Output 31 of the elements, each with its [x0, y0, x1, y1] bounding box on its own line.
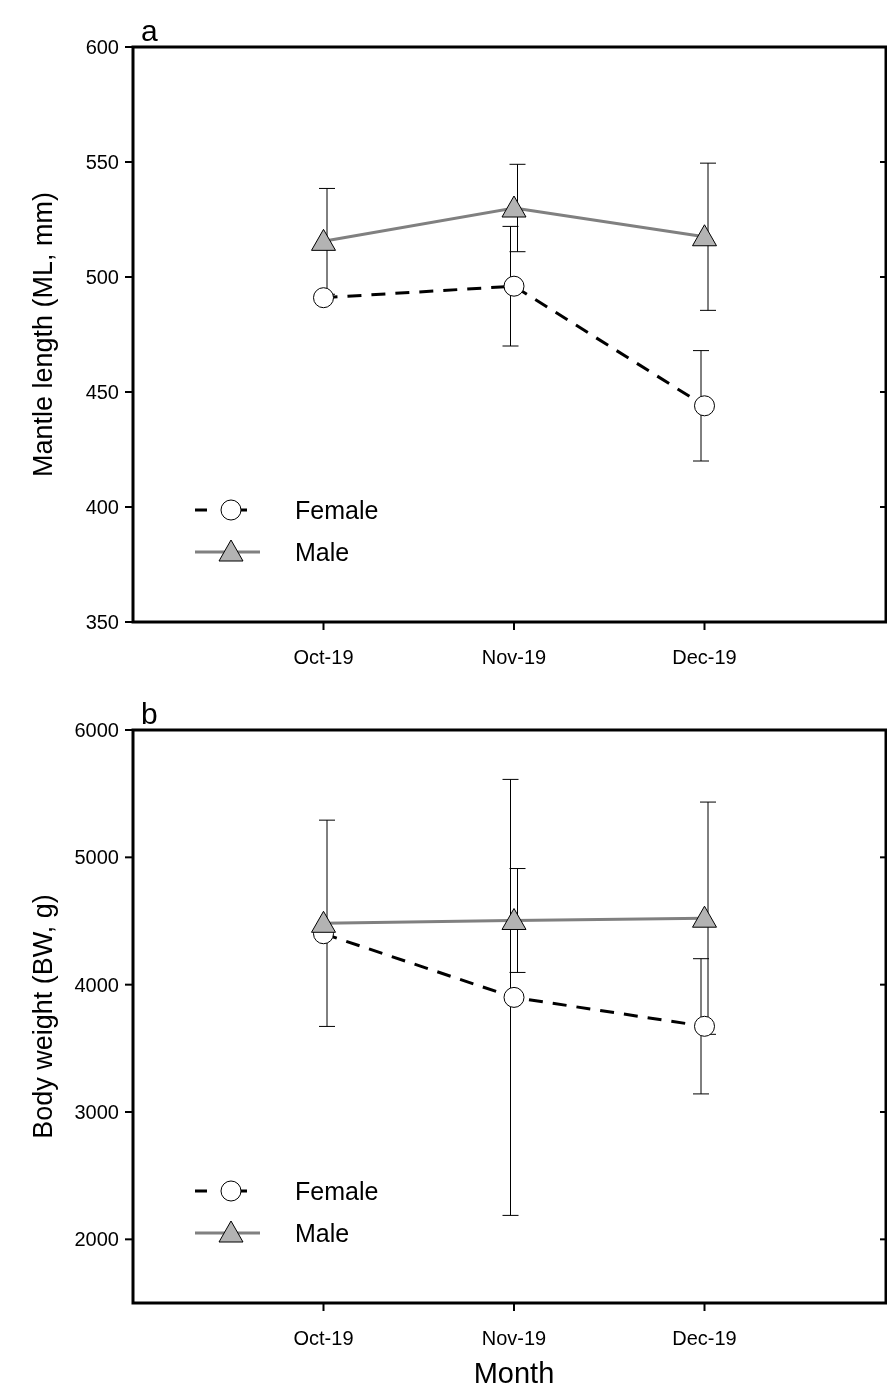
legend-label: Female — [295, 1176, 379, 1205]
point — [694, 1015, 715, 1037]
legend-label: Male — [295, 1218, 350, 1247]
y-tick-label: 500 — [85, 266, 119, 288]
y-tick-label: 350 — [85, 611, 119, 633]
y-tick-label: 6000 — [74, 719, 119, 741]
y-tick-label: 600 — [85, 36, 119, 58]
y-tick-label: 3000 — [74, 1101, 119, 1123]
y-tick-label: 550 — [85, 151, 119, 173]
y-tick-label: 2000 — [74, 1228, 119, 1251]
y-axis-title: Body weight (BW, g) — [28, 894, 58, 1139]
y-tick-label: 450 — [85, 381, 119, 403]
x-tick-label: Nov-19 — [481, 1327, 547, 1349]
point — [503, 986, 525, 1008]
point — [503, 275, 525, 297]
legend-label: Male — [295, 537, 350, 566]
x-tick-label: Dec-19 — [672, 646, 737, 668]
x-axis-title: Month — [473, 1357, 555, 1389]
x-tick-label: Oct-19 — [293, 646, 354, 668]
y-tick-label: 400 — [85, 496, 119, 518]
chart-title: b — [141, 697, 158, 730]
y-tick-label: 5000 — [74, 846, 119, 869]
x-tick-label: Nov-19 — [481, 646, 547, 668]
legend-label: Female — [295, 495, 379, 524]
x-tick-label: Oct-19 — [293, 1327, 354, 1349]
point — [313, 287, 334, 309]
chart-title: a — [141, 14, 158, 47]
y-tick-label: 4000 — [74, 973, 119, 996]
y-axis-title: Mantle length (ML, mm) — [28, 191, 58, 478]
x-tick-label: Dec-19 — [672, 1327, 737, 1349]
point — [694, 395, 715, 417]
